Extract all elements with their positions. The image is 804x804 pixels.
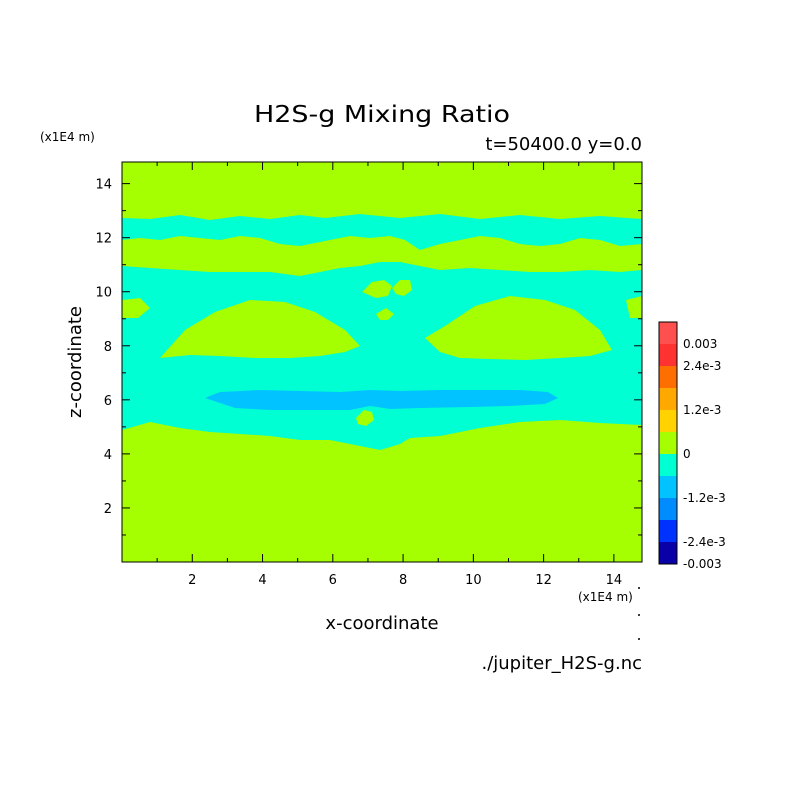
band-separator [122,244,642,262]
source-file-label: ./jupiter_H2S-g.nc [481,653,642,674]
lens-left [160,300,360,358]
colorbar-tick-label: -0.003 [683,557,722,571]
colorbar-tick-labels: 0.003 2.4e-3 1.2e-3 0 -1.2e-3 -2.4e-3 -0.003 [683,337,726,571]
colorbar-tick-label: 2.4e-3 [683,359,721,373]
y-tick-label: 12 [95,232,112,247]
colorbar-level [659,542,677,564]
colorbar-level [659,388,677,410]
colorbar-tick-label: -2.4e-3 [683,535,726,549]
colorbar-level [659,520,677,542]
x-tick-label: 14 [606,573,623,588]
y-tick-label: 4 [104,448,112,463]
x-tick-label: 2 [188,573,196,588]
right-edge-notch [626,296,642,318]
colorbar [658,321,678,565]
x-tick-label: 6 [329,573,337,588]
chart-subtitle: t=50400.0 y=0.0 [485,134,642,155]
minimum-band [205,390,558,410]
y-ticks: 2 4 6 8 10 12 14 [95,178,642,536]
upper-blob-b [392,280,412,296]
y-axis-label: z-coordinate [65,306,86,418]
colorbar-level [659,454,677,476]
upper-blob-c [376,308,394,320]
colorbar-level [659,322,677,344]
colorbar-frame [658,321,678,565]
x-tick-label: 8 [399,573,407,588]
colorbar-tick-label: 1.2e-3 [683,403,721,417]
y-tick-label: 8 [104,340,112,355]
x-ticks: 2 4 6 8 10 12 14 [156,162,623,588]
colorbar-tick-label: 0.003 [683,337,717,351]
upper-blob-a [362,280,392,298]
lower-blob [356,410,374,426]
colorbar-level [659,498,677,520]
contour-plot-area: 2 4 6 8 10 12 14 2 4 6 8 10 12 14 [95,161,643,588]
colorbar-level [659,366,677,388]
colorbar-level [659,476,677,498]
left-edge-notch [122,298,150,318]
y-tick-label: 6 [104,394,112,409]
marker-dot [638,614,640,616]
y-tick-label: 10 [95,286,112,301]
marker-dot [638,587,640,589]
y-tick-label: 2 [104,502,112,517]
lens-right [425,296,612,360]
y-unit-label: (x1E4 m) [40,130,95,144]
chart-title: H2S-g Mixing Ratio [254,102,510,128]
colorbar-level [659,344,677,366]
plot-frame [121,161,643,563]
x-tick-label: 12 [535,573,552,588]
colorbar-level [659,410,677,432]
x-tick-label: 4 [258,573,266,588]
upper-band [122,214,642,250]
y-tick-label: 14 [95,178,112,193]
x-axis-label: x-coordinate [325,613,438,634]
colorbar-tick-label: -1.2e-3 [683,491,726,505]
colorbar-level [659,432,677,454]
x-tick-label: 10 [465,573,482,588]
marker-dot [638,638,640,640]
colorbar-tick-label: 0 [683,447,691,461]
x-unit-label: (x1E4 m) [578,590,633,604]
